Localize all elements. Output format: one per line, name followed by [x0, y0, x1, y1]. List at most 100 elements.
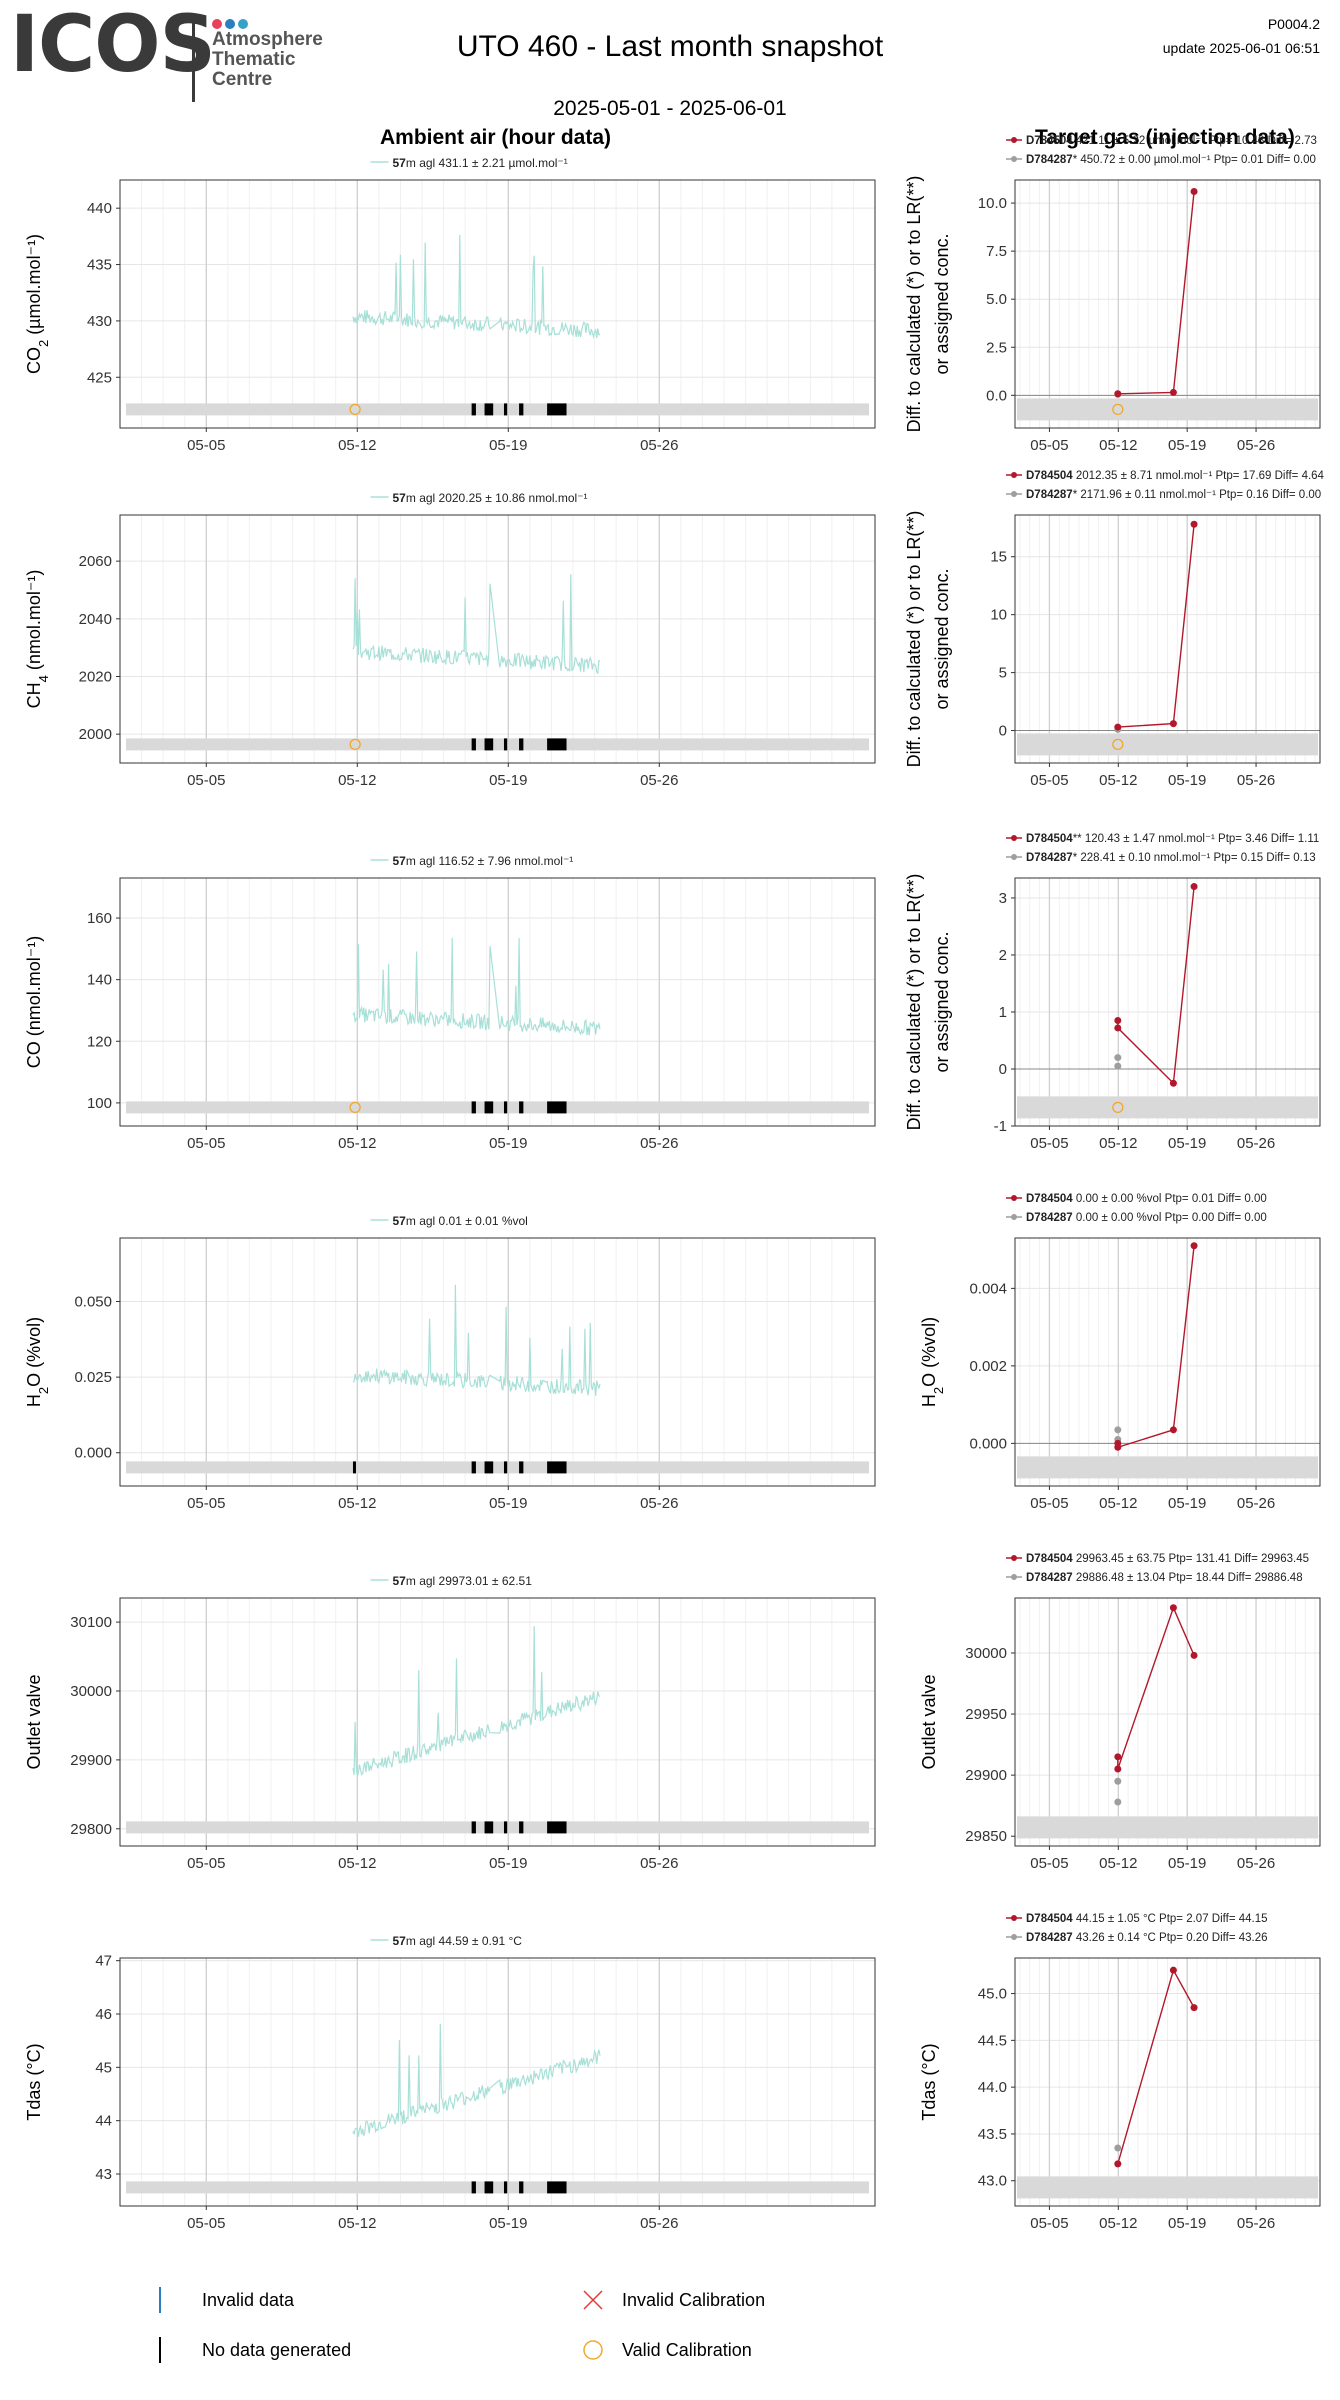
- no-data-mark: [471, 1821, 476, 1834]
- x-tick-label: 05-05: [187, 2215, 225, 2232]
- flag-band: [126, 403, 869, 416]
- target1-point: [1169, 1079, 1177, 1087]
- target1-point: [1114, 1443, 1122, 1451]
- x-tick-label: 05-26: [640, 1495, 678, 1512]
- ambient-series: [352, 574, 601, 675]
- no-data-mark: [471, 2181, 476, 2194]
- legend-label: Valid Calibration: [622, 2339, 752, 2360]
- ambient-stats-height: 57: [393, 854, 407, 868]
- y-tick-label: 2.5: [986, 339, 1007, 356]
- target-legend-dot: [1011, 137, 1017, 143]
- y-tick-label: 45.0: [978, 1986, 1007, 2003]
- plot-background: [120, 180, 875, 428]
- ambient-stats-text: m agl 116.52 ± 7.96 nmol.mol⁻¹: [406, 854, 573, 868]
- x-tick-label: 05-26: [1237, 437, 1275, 454]
- y-axis-label-line1: Diff. to calculated (*) or to LR(**): [904, 176, 924, 433]
- icos-logo: ICOS: [10, 0, 216, 90]
- target-legend-entry: D784287 29886.48 ± 13.04 Ptp= 18.44 Diff…: [1026, 1572, 1303, 1584]
- legend-invalid-cal: Invalid Calibration: [570, 2285, 765, 2315]
- target2-point: [1114, 1054, 1122, 1062]
- plot-background: [120, 1598, 875, 1846]
- cylinder-stats: * 2171.96 ± 0.11 nmol.mol⁻¹ Ptp= 0.16 Di…: [1073, 489, 1322, 501]
- target-legend-dot: [1011, 854, 1017, 860]
- no-data-mark: [519, 403, 524, 416]
- ambient-stats-height: 57: [393, 1934, 407, 1948]
- ambient-stats-height: 57: [393, 156, 407, 170]
- ambient-series: [352, 937, 601, 1036]
- plot-frame: [119, 877, 876, 1127]
- y-tick-label: 29900: [965, 1767, 1007, 1784]
- y-tick-label: 30100: [70, 1614, 112, 1631]
- y-axis-label-main: CH: [24, 682, 44, 708]
- no-data-mark: [503, 403, 508, 416]
- y-tick-label: 29850: [965, 1828, 1007, 1845]
- cylinder-id: D784287: [1026, 1932, 1073, 1944]
- cylinder-id: D784504: [1026, 1913, 1073, 1925]
- target1-point: [1114, 1024, 1122, 1032]
- flag-legend: Invalid data No data generated Invalid C…: [150, 2285, 1150, 2385]
- x-tick-label: 05-26: [640, 1855, 678, 1872]
- plot-frame: [119, 1957, 876, 2207]
- target-legend-dot: [1011, 1915, 1017, 1921]
- target-legend-entry: D784287* 228.41 ± 0.10 nmol.mol⁻¹ Ptp= 0…: [1026, 852, 1316, 864]
- cylinder-id: D784287: [1026, 489, 1073, 501]
- valid-calibration-point: [349, 738, 361, 751]
- cylinder-id: D784287: [1026, 1212, 1073, 1224]
- y-axis-label: H2O (%vol): [919, 1317, 946, 1407]
- target-legend-entry: D784504 0.00 ± 0.00 %vol Ptp= 0.01 Diff=…: [1026, 1193, 1267, 1205]
- no-data-mark: [547, 1461, 567, 1474]
- flag-band: [1017, 733, 1318, 756]
- x-tick-label: 05-12: [338, 437, 376, 454]
- y-tick-label: 10: [990, 607, 1007, 624]
- target1-point: [1190, 520, 1198, 528]
- y-axis-label-main: H: [24, 1394, 44, 1407]
- no-data-mark: [471, 738, 476, 751]
- x-tick-label: 05-19: [1168, 2215, 1206, 2232]
- ambient-stats-text: m agl 29973.01 ± 62.51: [406, 1574, 532, 1588]
- target-legend-dot: [1011, 1934, 1017, 1940]
- logo-dot-red: [212, 19, 222, 29]
- flag-band: [126, 738, 869, 751]
- cylinder-id: D784504: [1026, 135, 1073, 147]
- x-tick-label: 05-19: [1168, 1495, 1206, 1512]
- plot-frame: [1014, 1237, 1321, 1487]
- target-legend-entry: D784287 43.26 ± 0.14 °C Ptp= 0.20 Diff= …: [1026, 1932, 1268, 1944]
- target1-line: [1117, 886, 1195, 1085]
- y-axis-label: Tdas (°C): [24, 2043, 44, 2120]
- ambient-panel-h2o: 0.000 0.025 0.050 05-05 05-12 05-19 05-26 H2O (…: [24, 1214, 876, 1512]
- y-tick-label: 2020: [79, 668, 112, 685]
- y-tick-label: 3: [999, 890, 1007, 907]
- target-legend-dot: [1011, 835, 1017, 841]
- target1-point: [1169, 1604, 1177, 1612]
- x-tick-label: 05-12: [1099, 437, 1137, 454]
- valid-calibration-point: [349, 1101, 361, 1114]
- y-tick-label: 435: [87, 257, 112, 274]
- target-legend-entry: D784504** 120.43 ± 1.47 nmol.mol⁻¹ Ptp= …: [1026, 833, 1319, 845]
- legend-label: Invalid data: [202, 2289, 295, 2310]
- ambient-panel-co: 100 120 140 160 05-05 05-12 05-19 05-26 CO (nmol…: [24, 854, 876, 1152]
- y-tick-label: 10.0: [978, 195, 1007, 212]
- y-tick-label: 0.025: [74, 1369, 112, 1386]
- y-tick-label: 2: [999, 947, 1007, 964]
- x-tick-label: 05-26: [1237, 1495, 1275, 1512]
- x-tick-label: 05-05: [187, 1495, 225, 1512]
- update-timestamp: update 2025-06-01 06:51: [1162, 40, 1320, 56]
- cylinder-stats: * 450.72 ± 0.00 µmol.mol⁻¹ Ptp= 0.01 Dif…: [1073, 154, 1316, 166]
- target1-point: [1169, 720, 1177, 728]
- x-tick-label: 05-05: [187, 1135, 225, 1152]
- target-panel-co: -1 0 1 2 3 05-05 05-12 05-19 05-26 Diff. to calcu…: [904, 833, 1321, 1152]
- target-panel-h2o: 0.000 0.002 0.004 05-05 05-12 05-19 05-26 H2O (…: [919, 1193, 1321, 1512]
- cylinder-stats: * 228.41 ± 0.10 nmol.mol⁻¹ Ptp= 0.15 Dif…: [1073, 852, 1316, 864]
- ambient-series: [352, 234, 600, 339]
- target2-point: [1114, 1426, 1122, 1434]
- x-tick-label: 05-26: [640, 2215, 678, 2232]
- plot-frame: [1014, 877, 1321, 1127]
- y-axis-label-rest: O (%vol): [919, 1317, 939, 1387]
- red-cross-icon: [583, 2290, 603, 2310]
- x-tick-label: 05-05: [187, 1855, 225, 1872]
- y-tick-label: 140: [87, 972, 112, 989]
- report-code: P0004.2: [1267, 16, 1320, 32]
- y-axis-label-line1: Diff. to calculated (*) or to LR(**): [904, 511, 924, 768]
- target1-point: [1114, 390, 1122, 398]
